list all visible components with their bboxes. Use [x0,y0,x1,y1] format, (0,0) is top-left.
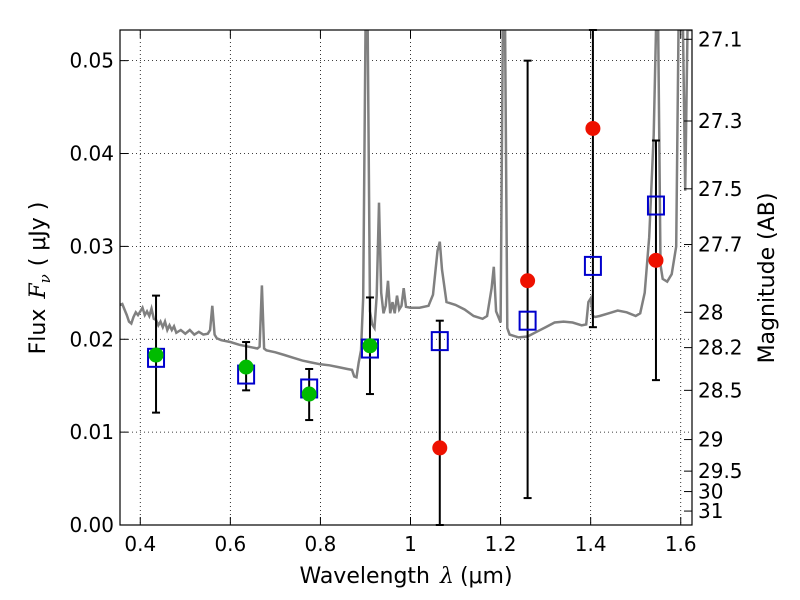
y2-tick-label: 28 [698,300,723,324]
x-axis-label: Wavelength λ (μm) [299,564,512,589]
y-tick-label: 0.04 [69,142,114,166]
y2-tick-label: 29 [698,428,723,452]
y2-tick-label: 30 [698,480,723,504]
red-data-point [585,120,601,136]
x-tick-label: 1.4 [575,532,607,556]
model-photometry-square [430,331,449,352]
y-tick-label: 0.01 [69,420,114,444]
x-axis-ticks: 0.4 0.6 0.8 1 1.2 1.4 1.6 [124,30,697,556]
y-tick-label: 0.03 [69,234,114,258]
x-tick-label: 1.2 [485,532,517,556]
y-tick-label: 0.05 [69,49,114,73]
red-data-point [432,440,448,456]
x-tick-label: 1 [404,532,417,556]
x-tick-label: 0.8 [305,532,337,556]
y2-tick-label: 27.5 [698,177,743,201]
y2-tick-label: 27.3 [698,109,743,133]
y-tick-label: 0.02 [69,327,114,351]
y2-tick-label: 27.7 [698,233,743,257]
model-photometry-square [583,255,602,276]
model-photometry-squares [147,195,665,399]
y-axis-label: FluxFν( μJy ) [26,202,54,355]
x-tick-label: 1.6 [665,532,697,556]
y2-axis-label: Magnitude (AB) [755,193,780,364]
green-data-point [148,347,164,363]
y-tick-label: 0.00 [69,513,114,537]
x-tick-label: 0.4 [124,532,156,556]
green-data-point [301,386,317,402]
y2-tick-label: 28.2 [698,336,743,360]
y2-tick-label: 29.5 [698,459,743,483]
model-photometry-square [646,195,665,216]
y2-tick-label: 31 [698,499,723,523]
y2-tick-label: 27.1 [698,27,743,51]
y2-tick-label: 28.5 [698,378,743,402]
y-axis-ticks: 0.00 0.01 0.02 0.03 0.04 0.05 [69,49,128,537]
green-data-point [362,338,378,354]
red-data-point [648,252,664,268]
red-data-point [520,273,536,289]
plot-frame [119,29,693,526]
observed-photometry-dots [148,120,664,456]
model-photometry-square [518,310,537,331]
error-bars [152,29,660,526]
green-data-point [238,359,254,375]
x-tick-label: 0.6 [214,532,246,556]
model-spectrum-line [120,30,692,380]
